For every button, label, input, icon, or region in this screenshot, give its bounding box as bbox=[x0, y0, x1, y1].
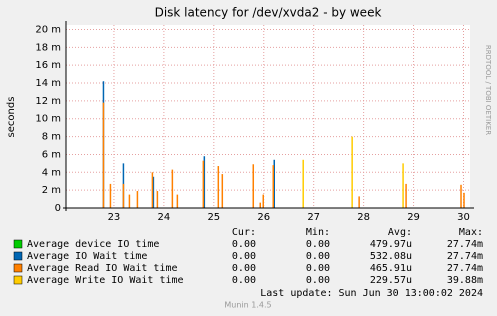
stat-header: Cur: bbox=[232, 227, 256, 238]
legend-stat: 532.08u bbox=[370, 251, 412, 262]
y-tick-label: 18 m bbox=[35, 42, 61, 53]
stat-header: Avg: bbox=[388, 227, 412, 238]
legend-stat: 39.88m bbox=[447, 275, 483, 286]
stat-header: Max: bbox=[459, 227, 483, 238]
legend-stat: 0.00 bbox=[306, 251, 330, 262]
y-tick-label: 20 m bbox=[35, 24, 61, 35]
legend-stat: 0.00 bbox=[232, 251, 256, 262]
legend-stat: 0.00 bbox=[306, 239, 330, 250]
footer: Munin 1.4.5 bbox=[224, 301, 271, 310]
x-tick-label: 26 bbox=[257, 212, 270, 223]
x-tick-label: 28 bbox=[357, 212, 370, 223]
side-label: RRDTOOL / TOBI OETIKER bbox=[484, 45, 492, 135]
legend-stat: 0.00 bbox=[232, 263, 256, 274]
y-tick-label: 2 m bbox=[42, 185, 61, 196]
y-tick-label: 12 m bbox=[35, 96, 61, 107]
legend-label: Average IO Wait time bbox=[27, 251, 147, 262]
y-tick-label: 4 m bbox=[42, 167, 61, 178]
x-tick-label: 24 bbox=[158, 212, 171, 223]
legend-label: Average device IO time bbox=[27, 239, 159, 250]
last-update: Last update: Sun Jun 30 13:00:02 2024 bbox=[260, 288, 483, 299]
plot-area bbox=[66, 25, 470, 208]
x-tick-label: 30 bbox=[457, 212, 470, 223]
legend-stat: 27.74m bbox=[447, 251, 483, 262]
legend-stat: 465.91u bbox=[370, 263, 412, 274]
legend-stat: 229.57u bbox=[370, 275, 412, 286]
legend-stat: 0.00 bbox=[306, 275, 330, 286]
chart-title: Disk latency for /dev/xvda2 - by week bbox=[155, 6, 382, 20]
y-axis-label: seconds bbox=[6, 97, 17, 138]
legend-stat: 0.00 bbox=[232, 239, 256, 250]
y-tick-label: 6 m bbox=[42, 149, 61, 160]
y-tick-label: 8 m bbox=[42, 132, 61, 143]
legend-stat: 27.74m bbox=[447, 239, 483, 250]
x-tick-label: 27 bbox=[307, 212, 320, 223]
stat-header: Min: bbox=[306, 227, 330, 238]
legend-label: Average Read IO Wait time bbox=[27, 263, 178, 274]
y-tick-label: 0 bbox=[55, 203, 61, 214]
legend-swatch bbox=[13, 263, 23, 273]
y-tick-label: 14 m bbox=[35, 78, 61, 89]
legend-stat: 27.74m bbox=[447, 263, 483, 274]
legend-swatch bbox=[13, 251, 23, 261]
legend-label: Average Write IO Wait time bbox=[27, 275, 184, 286]
legend-stat: 0.00 bbox=[306, 263, 330, 274]
legend-swatch bbox=[13, 239, 23, 249]
x-tick-label: 25 bbox=[207, 212, 220, 223]
y-tick-label: 10 m bbox=[35, 114, 61, 125]
legend-stat: 0.00 bbox=[232, 275, 256, 286]
x-tick-label: 23 bbox=[108, 212, 121, 223]
legend-stat: 479.97u bbox=[370, 239, 412, 250]
x-tick-label: 29 bbox=[407, 212, 420, 223]
legend-swatch bbox=[13, 275, 23, 285]
y-tick-label: 16 m bbox=[35, 60, 61, 71]
